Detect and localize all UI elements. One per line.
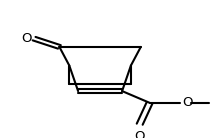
Text: O: O — [183, 96, 193, 109]
Text: O: O — [134, 130, 145, 138]
Text: O: O — [21, 32, 31, 45]
